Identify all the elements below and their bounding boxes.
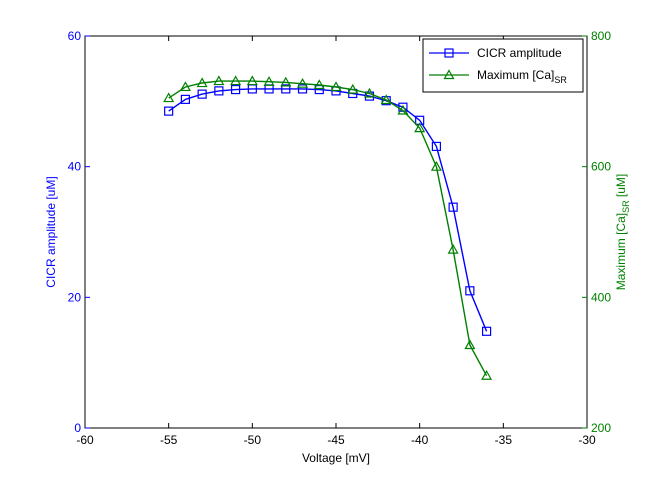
data-point-max-ca xyxy=(330,81,342,92)
data-point-cicr xyxy=(214,86,224,96)
right-y-axis-label-units: [uM] xyxy=(614,174,628,201)
data-point-max-ca xyxy=(313,79,325,90)
data-point-max-ca xyxy=(213,75,225,86)
data-point-cicr xyxy=(297,84,308,94)
x-tick-label: -40 xyxy=(411,433,429,447)
legend: CICR amplitude Maximum [Ca]SR xyxy=(422,38,584,93)
right-y-axis-label: Maximum [Ca]SR [uM] xyxy=(614,174,631,291)
right-y-axis-label-sub: SR xyxy=(621,200,631,213)
data-point-max-ca xyxy=(263,76,275,86)
data-point-cicr xyxy=(465,286,475,296)
series-layer xyxy=(163,75,493,380)
x-tick-label: -60 xyxy=(76,433,94,447)
legend-label-ca-sub: SR xyxy=(554,75,567,85)
x-tick-label: -50 xyxy=(244,433,262,447)
data-point-max-ca xyxy=(280,76,292,87)
x-tick-label: -30 xyxy=(578,433,596,447)
x-tick-label: -35 xyxy=(495,433,513,447)
x-axis-label: Voltage [mV] xyxy=(302,451,370,465)
right-y-tick-label: 400 xyxy=(591,290,611,304)
data-point-max-ca xyxy=(230,75,242,86)
data-point-max-ca xyxy=(414,122,426,133)
data-point-cicr xyxy=(431,141,441,152)
data-point-max-ca xyxy=(380,94,392,105)
data-point-cicr xyxy=(231,84,241,95)
legend-label-cicr: CICR amplitude xyxy=(477,46,562,60)
left-y-tick-label: 40 xyxy=(68,160,82,174)
data-point-max-ca xyxy=(363,87,375,98)
right-y-tick-label: 600 xyxy=(591,160,611,174)
right-y-axis: 200 400 600 800 xyxy=(582,29,611,435)
data-point-cicr xyxy=(164,106,174,116)
data-point-cicr xyxy=(482,326,492,336)
left-y-tick-label: 0 xyxy=(74,421,81,435)
data-point-max-ca xyxy=(397,104,409,115)
data-point-max-ca xyxy=(246,75,258,86)
right-y-tick-label: 800 xyxy=(591,29,611,43)
data-point-max-ca xyxy=(464,339,476,350)
data-point-max-ca xyxy=(447,243,459,254)
data-point-cicr xyxy=(180,94,190,104)
data-point-max-ca xyxy=(163,92,175,103)
x-axis: -60 -55 -50 -45 -40 -35 -30 xyxy=(76,36,596,447)
right-y-axis-label-main: Maximum [Ca] xyxy=(614,213,628,290)
legend-marker-cicr xyxy=(444,48,454,58)
left-y-axis: 0 20 40 60 xyxy=(68,29,90,435)
data-point-max-ca xyxy=(196,77,208,88)
left-y-tick-label: 60 xyxy=(68,29,82,43)
x-tick-label: -55 xyxy=(160,433,178,447)
left-y-axis-label: CICR amplitude [uM] xyxy=(44,176,58,287)
data-point-cicr xyxy=(281,84,291,94)
data-point-max-ca xyxy=(297,77,309,88)
data-point-max-ca xyxy=(179,81,191,92)
data-point-cicr xyxy=(197,89,207,99)
legend-label-ca-main: Maximum [Ca] xyxy=(477,68,554,82)
right-y-tick-label: 200 xyxy=(591,421,611,435)
legend-box xyxy=(422,38,584,93)
data-point-max-ca xyxy=(481,370,493,380)
data-point-cicr xyxy=(448,202,458,212)
legend-label-ca: Maximum [Ca]SR xyxy=(477,68,567,85)
x-tick-label: -45 xyxy=(327,433,345,447)
left-y-tick-label: 20 xyxy=(68,290,82,304)
data-point-max-ca xyxy=(430,160,442,171)
legend-marker-ca xyxy=(443,69,455,80)
data-point-max-ca xyxy=(347,83,359,94)
